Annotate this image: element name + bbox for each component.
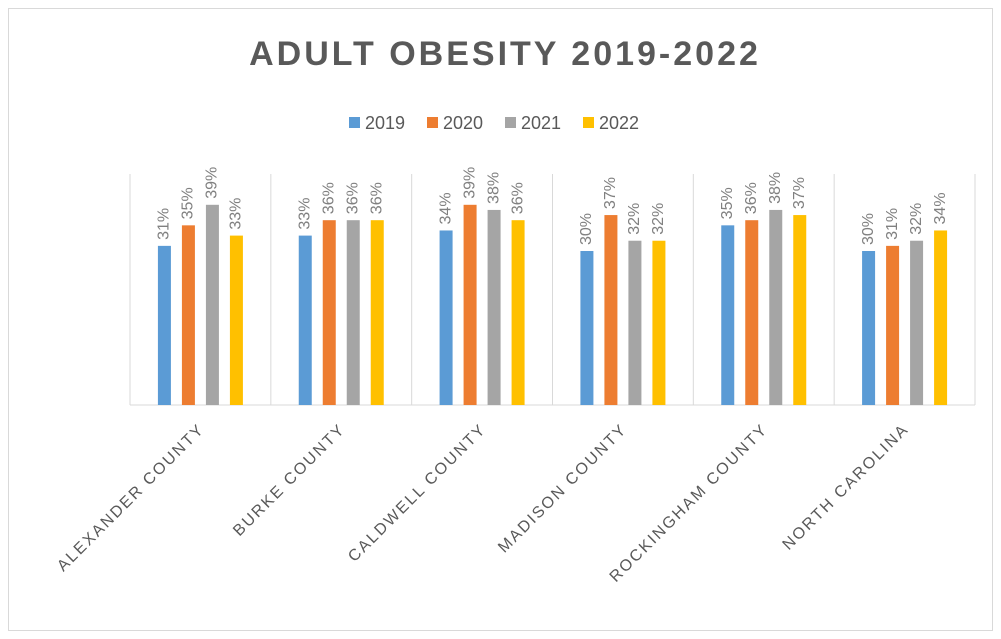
bar [862, 251, 876, 405]
data-label: 32% [908, 203, 925, 235]
bar [769, 209, 783, 405]
bar [181, 225, 195, 405]
bar [298, 235, 312, 405]
legend-label: 2020 [443, 113, 483, 133]
legend-swatch [583, 117, 594, 128]
data-label: 38% [767, 172, 784, 204]
legend-label: 2021 [521, 113, 561, 133]
data-label: 34% [437, 192, 454, 224]
data-label: 30% [860, 213, 877, 245]
data-label: 36% [320, 182, 337, 214]
bar [487, 209, 501, 405]
data-label: 33% [296, 198, 313, 230]
bar [157, 245, 171, 405]
data-label: 34% [932, 192, 949, 224]
data-label: 31% [884, 208, 901, 240]
bar [370, 220, 384, 405]
bar [721, 225, 735, 405]
bar [439, 230, 453, 405]
bar [205, 204, 219, 405]
legend-label: 2022 [599, 113, 639, 133]
data-label: 38% [485, 172, 502, 204]
data-label: 39% [461, 167, 478, 199]
legend-swatch [427, 117, 438, 128]
data-label: 35% [719, 187, 736, 219]
bar [745, 220, 759, 405]
data-label: 36% [743, 182, 760, 214]
data-label: 32% [650, 203, 667, 235]
bar [604, 215, 618, 405]
data-label: 33% [228, 198, 245, 230]
bar [346, 220, 360, 405]
bar [580, 251, 594, 405]
bar [229, 235, 243, 405]
bar [886, 245, 900, 405]
legend-label: 2019 [365, 113, 405, 133]
bar [793, 215, 807, 405]
data-label: 35% [180, 187, 197, 219]
data-label: 39% [204, 167, 221, 199]
bar [463, 204, 477, 405]
data-label: 32% [626, 203, 643, 235]
data-label: 30% [578, 213, 595, 245]
chart-title: ADULT OBESITY 2019-2022 [249, 35, 761, 73]
bar [910, 240, 924, 405]
data-label: 36% [344, 182, 361, 214]
legend-swatch [505, 117, 516, 128]
data-label: 36% [509, 182, 526, 214]
data-label: 36% [368, 182, 385, 214]
bar [511, 220, 525, 405]
bar [934, 230, 948, 405]
data-label: 37% [602, 177, 619, 209]
data-label: 37% [791, 177, 808, 209]
bar [322, 220, 336, 405]
bar [652, 240, 666, 405]
bar [628, 240, 642, 405]
data-label: 31% [156, 208, 173, 240]
legend-swatch [349, 117, 360, 128]
